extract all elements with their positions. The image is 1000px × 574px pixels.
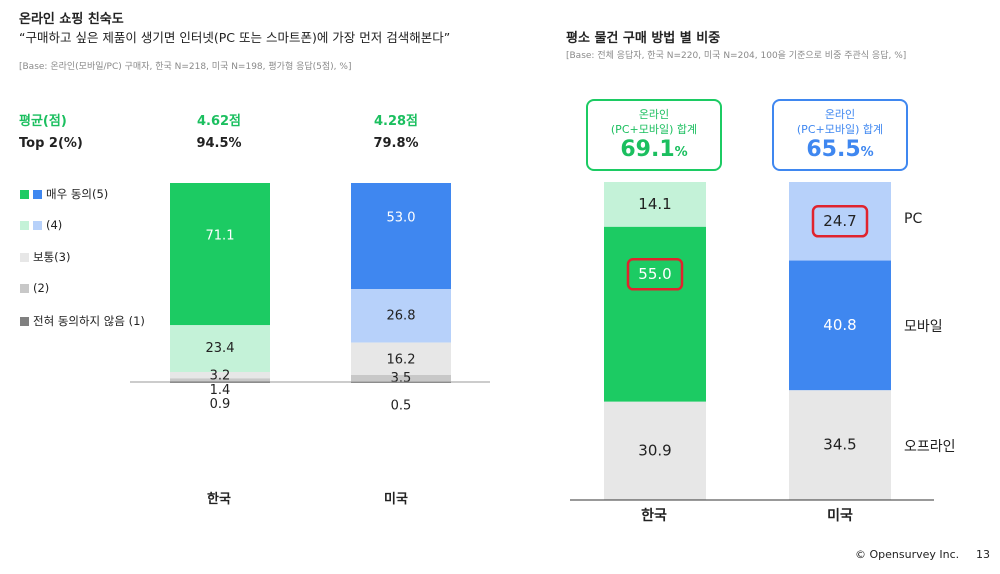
data-label: 16.2 xyxy=(387,352,416,367)
right-chart-title: 평소 물건 구매 방법 별 비중 xyxy=(566,31,721,46)
bar-segment xyxy=(789,182,891,261)
left-chart-subtitle: “구매하고 싶은 제품이 생기면 인터넷(PC 또는 스마트폰)에 가장 먼저 … xyxy=(19,30,451,45)
data-label: 26.8 xyxy=(387,308,416,323)
data-label: 55.0 xyxy=(638,265,671,283)
legend-swatch xyxy=(33,189,42,199)
left-category-usa: 미국 xyxy=(384,492,408,507)
bar-segment xyxy=(604,182,706,227)
bar-segment xyxy=(351,375,451,382)
right-category-usa: 미국 xyxy=(827,508,853,524)
highlight-box xyxy=(626,258,684,291)
legend-swatch xyxy=(20,189,29,199)
left-chart-base-note: [Base: 온라인(모바일/PC) 구매자, 한국 N=218, 미국 N=1… xyxy=(19,62,352,72)
legend-label: (2) xyxy=(33,281,50,295)
data-label: 14.1 xyxy=(638,195,671,213)
average-usa: 4.28점 xyxy=(373,114,419,129)
bar-segment xyxy=(351,289,451,343)
highlight-box xyxy=(811,205,869,238)
callout-label-line1: 온라인 xyxy=(824,108,856,121)
legend-swatch xyxy=(33,220,42,230)
legend-item-strongly-disagree: 전혀 동의하지 않음 (1) xyxy=(20,313,145,329)
bar-segment xyxy=(170,183,270,326)
callout-value: 69.1 xyxy=(620,137,675,162)
average-row-label: 평균(점) xyxy=(19,114,67,129)
right-category-korea: 한국 xyxy=(641,508,667,524)
legend-item-strongly-agree: 매우 동의(5) xyxy=(20,186,108,202)
series-label-offline: 오프라인 xyxy=(904,439,956,455)
callout-label-line2: (PC+모바일) 합계 xyxy=(796,123,884,136)
page-number: 13 xyxy=(976,548,990,561)
data-label: 3.5 xyxy=(391,371,412,386)
left-chart-title: 온라인 쇼핑 친숙도 xyxy=(19,12,124,27)
legend-label: 보통(3) xyxy=(33,250,71,264)
online-total-callout-korea: 온라인 (PC+모바일) 합계 69.1% xyxy=(586,99,722,171)
top2-usa: 79.8% xyxy=(373,136,419,151)
callout-unit: % xyxy=(674,145,688,160)
legend-swatch xyxy=(20,252,29,262)
data-label: 3.2 xyxy=(210,369,231,384)
series-label-pc: PC xyxy=(904,211,923,227)
bar-segment xyxy=(351,183,451,289)
callout-value: 65.5 xyxy=(806,137,861,162)
legend-label: 매우 동의(5) xyxy=(46,187,109,201)
left-stacked-bar-chart: 71.1 23.4 3.21.40.9 53.0 26.8 16.2 3.5 0.5 xyxy=(130,183,490,414)
legend-swatch xyxy=(20,283,29,293)
right-stacked-bar-chart: 14.1 55.0 30.9 24.7 40.8 34.5 xyxy=(570,182,934,501)
top2-row-label: Top 2(%) xyxy=(19,136,83,151)
data-label: 34.5 xyxy=(823,436,856,454)
bar-segment xyxy=(170,372,270,379)
top2-korea: 94.5% xyxy=(196,136,242,151)
callout-label-line2: (PC+모바일) 합계 xyxy=(610,123,698,136)
online-total-callout-usa: 온라인 (PC+모바일) 합계 65.5% xyxy=(772,99,908,171)
data-label: 24.7 xyxy=(823,212,856,230)
data-label: 1.4 xyxy=(210,383,231,398)
series-label-mobile: 모바일 xyxy=(904,319,943,335)
bar-segment xyxy=(170,378,270,382)
right-chart-base-note: [Base: 전체 응답자, 한국 N=220, 미국 N=204, 100을 … xyxy=(566,51,907,61)
legend-item-neutral: 보통(3) xyxy=(20,249,70,265)
data-label: 23.4 xyxy=(206,341,235,356)
data-label: 53.0 xyxy=(387,211,416,226)
data-label: 0.5 xyxy=(391,399,412,414)
legend-label: 전혀 동의하지 않음 (1) xyxy=(33,314,145,328)
legend-item-4: (4) xyxy=(20,218,62,232)
legend-item-2: (2) xyxy=(20,281,49,295)
data-label: 0.9 xyxy=(210,397,231,412)
bar-segment xyxy=(604,401,706,500)
bar-segment xyxy=(604,226,706,402)
legend-swatch xyxy=(20,220,29,230)
average-korea: 4.62점 xyxy=(196,114,242,129)
bar-segment xyxy=(789,390,891,500)
data-label: 40.8 xyxy=(823,316,856,334)
bar-segment xyxy=(351,342,451,375)
data-label: 30.9 xyxy=(638,441,671,459)
legend-swatch xyxy=(20,316,29,326)
data-label: 71.1 xyxy=(206,229,235,244)
bar-segment xyxy=(789,260,891,391)
legend-label: (4) xyxy=(46,218,63,232)
callout-unit: % xyxy=(860,145,874,160)
left-category-korea: 한국 xyxy=(207,492,231,507)
callout-label-line1: 온라인 xyxy=(638,108,670,121)
copyright: © Opensurvey Inc. xyxy=(855,548,960,561)
bar-segment xyxy=(170,325,270,372)
